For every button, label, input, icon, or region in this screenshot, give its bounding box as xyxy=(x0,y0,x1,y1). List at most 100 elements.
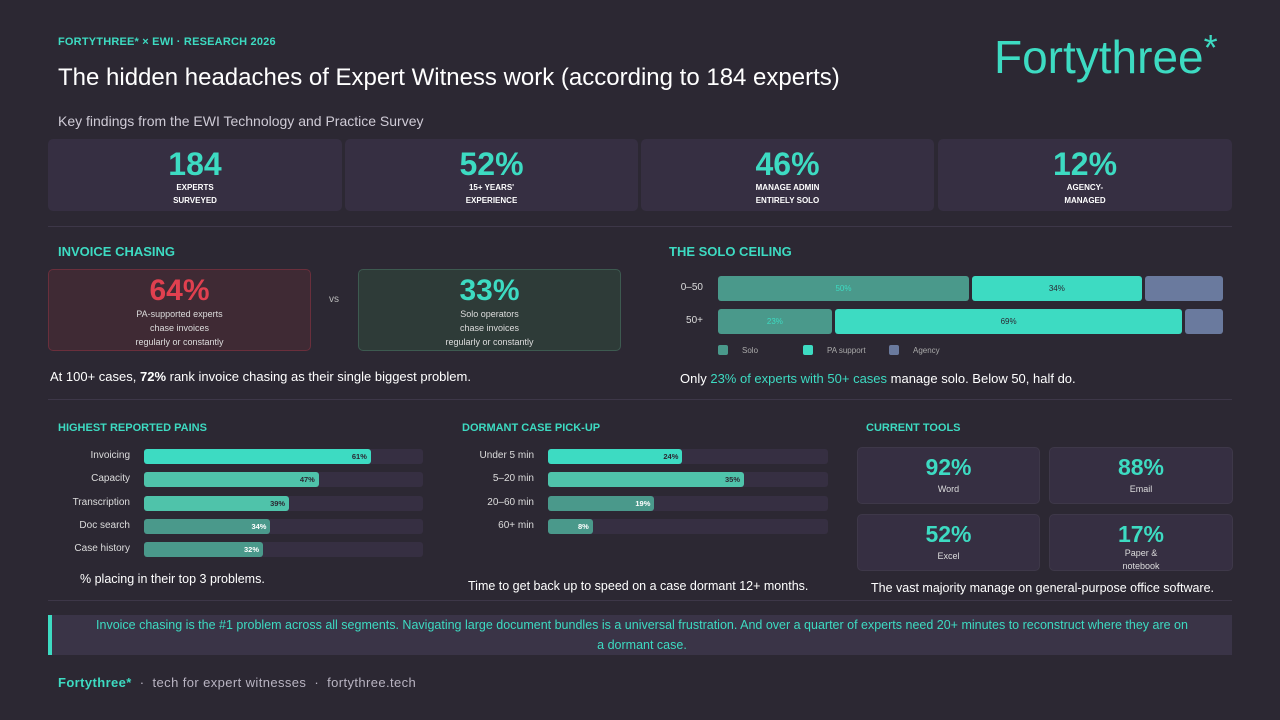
bar-track: 8% xyxy=(548,519,828,534)
pa-value: 64% xyxy=(149,274,210,307)
bar-label: Under 5 min xyxy=(479,450,534,461)
note-highlight: 72% xyxy=(139,369,167,384)
pains-heading: HIGHEST REPORTED PAINS xyxy=(58,422,207,434)
bar-track: 24% xyxy=(548,449,828,464)
page-subtitle: Key findings from the EWI Technology and… xyxy=(58,113,424,129)
bar-segment-pa-support: 34% xyxy=(972,276,1142,301)
tool-value: 88% xyxy=(1117,454,1165,480)
bar: 39% xyxy=(144,496,290,511)
solo-label: Solo operators chase invoices regularly … xyxy=(445,309,534,347)
note-highlight: 23% of experts with 50+ cases xyxy=(710,371,888,386)
kpi-label: MANAGE ADMIN ENTIRELY SOLO xyxy=(755,183,820,205)
bar: 32% xyxy=(144,542,264,557)
tool-card-email: 88% Email xyxy=(1049,447,1233,504)
solo-ceiling-heading: THE SOLO CEILING xyxy=(669,244,792,259)
bar-track: 19% xyxy=(548,496,828,511)
note-text: Only xyxy=(680,371,711,386)
bar-track: 47% xyxy=(144,472,423,487)
bar-label: Transcription xyxy=(72,497,130,508)
note-text: rank invoice chasing as their single big… xyxy=(166,369,471,384)
tool-label: Email xyxy=(1129,484,1153,494)
kpi-card: 184 EXPERTS SURVEYED xyxy=(48,139,342,211)
bar: 24% xyxy=(548,449,683,464)
footer-tagline: · tech for expert witnesses · fortythree… xyxy=(131,675,417,690)
logo-asterisk-icon: * xyxy=(1203,27,1218,68)
tools-heading: CURRENT TOOLS xyxy=(866,422,961,434)
tool-card-excel: 52% Excel xyxy=(857,514,1040,571)
tool-value: 52% xyxy=(925,521,972,547)
solo-value: 33% xyxy=(459,274,520,307)
footer: Fortythree* · tech for expert witnesses … xyxy=(58,675,416,690)
legend-label: Solo xyxy=(742,346,759,355)
tool-label: Word xyxy=(937,484,960,494)
bar-label: Invoicing xyxy=(90,450,130,461)
solo-operators-card: 33% Solo operators chase invoices regula… xyxy=(358,269,621,351)
divider xyxy=(48,399,1232,400)
bar-label: 60+ min xyxy=(498,520,534,531)
kicker: FORTYTHREE* × EWI · RESEARCH 2026 xyxy=(58,36,276,48)
pains-caption: % placing in their top 3 problems. xyxy=(80,572,265,586)
bar-track: 61% xyxy=(144,449,423,464)
divider xyxy=(48,600,1232,601)
pa-supported-card: 64% PA-supported experts chase invoices … xyxy=(48,269,311,351)
bar-track: 32% xyxy=(144,542,423,557)
kpi-label: AGENCY- MANAGED xyxy=(1064,183,1106,205)
logo: Fortythree* xyxy=(994,30,1218,83)
kpi-value: 12% xyxy=(1052,146,1118,182)
bar-segment-solo: 23% xyxy=(718,309,832,334)
note-text: At 100+ cases, xyxy=(50,369,140,384)
bar-segment-agency xyxy=(1144,276,1223,301)
kpi-card: 52% 15+ YEARS' EXPERIENCE xyxy=(345,139,638,211)
solo-note: Only 23% of experts with 50+ cases manag… xyxy=(680,371,1076,386)
kpi-label: EXPERTS SURVEYED xyxy=(173,183,217,205)
logo-text: Fortythree xyxy=(994,31,1204,83)
legend-swatch xyxy=(803,345,813,355)
kpi-value: 46% xyxy=(755,146,820,182)
kpi-label: 15+ YEARS' EXPERIENCE xyxy=(465,183,518,205)
tool-value: 92% xyxy=(925,454,972,480)
tool-label: Paper & notebook xyxy=(1122,548,1160,571)
bar-track: 34% xyxy=(144,519,423,534)
bar: 19% xyxy=(548,496,655,511)
row-label: 50+ xyxy=(686,315,703,326)
invoice-note: At 100+ cases, 72% rank invoice chasing … xyxy=(50,369,471,384)
invoice-heading: INVOICE CHASING xyxy=(58,244,176,259)
kpi-value: 52% xyxy=(459,146,524,182)
vs-label: vs xyxy=(329,294,339,305)
legend-swatch xyxy=(718,345,728,355)
bar: 47% xyxy=(144,472,319,487)
bar: 8% xyxy=(548,519,593,534)
legend-label: PA support xyxy=(827,346,866,355)
bar-segment-solo: 50% xyxy=(718,276,969,301)
bar-track: 39% xyxy=(144,496,423,511)
page-title: The hidden headaches of Expert Witness w… xyxy=(58,64,840,91)
tool-label: Excel xyxy=(937,551,960,561)
bar-track: 35% xyxy=(548,472,828,487)
divider xyxy=(48,226,1232,227)
dormant-heading: DORMANT CASE PICK-UP xyxy=(462,422,601,434)
bar-label: Case history xyxy=(74,543,130,554)
kpi-card: 12% AGENCY- MANAGED xyxy=(938,139,1232,211)
bar-label: Capacity xyxy=(91,473,130,484)
bar-segment-pa-support: 69% xyxy=(834,309,1183,334)
bar: 61% xyxy=(144,449,371,464)
tool-card-paper: 17% Paper & notebook xyxy=(1049,514,1233,571)
footer-brand: Fortythree* xyxy=(58,675,132,690)
row-label: 0–50 xyxy=(680,282,703,293)
legend-swatch xyxy=(889,345,899,355)
bar: 35% xyxy=(548,472,744,487)
key-takeaway-callout: Invoice chasing is the #1 problem across… xyxy=(48,615,1232,655)
legend-label: Agency xyxy=(913,346,940,355)
kpi-value: 184 xyxy=(168,146,222,182)
bar-label: 5–20 min xyxy=(492,473,534,484)
bar-segment-agency xyxy=(1185,309,1223,334)
bar-label: 20–60 min xyxy=(487,497,534,508)
dormant-caption: Time to get back up to speed on a case d… xyxy=(468,579,809,593)
bar: 34% xyxy=(144,519,271,534)
bar-label: Doc search xyxy=(79,520,130,531)
tool-card-word: 92% Word xyxy=(857,447,1040,504)
tools-caption: The vast majority manage on general-purp… xyxy=(871,581,1215,595)
kpi-card: 46% MANAGE ADMIN ENTIRELY SOLO xyxy=(641,139,934,211)
tool-value: 17% xyxy=(1117,521,1165,547)
note-text: manage solo. Below 50, half do. xyxy=(887,371,1076,386)
